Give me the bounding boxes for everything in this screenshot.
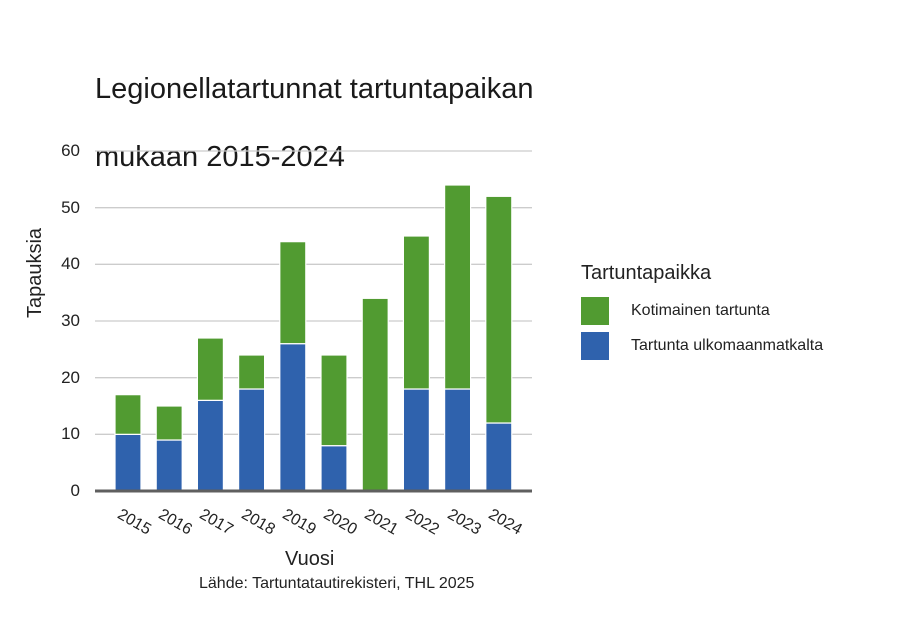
bar-segment bbox=[402, 388, 430, 492]
bar-segment bbox=[485, 422, 513, 492]
bar-segment bbox=[114, 394, 142, 435]
y-tick-label: 30 bbox=[61, 311, 80, 330]
legend-label: Tartunta ulkomaanmatkalta bbox=[631, 337, 824, 354]
bar-segment bbox=[238, 388, 266, 492]
bar-segment bbox=[196, 399, 224, 492]
legend-item-kotimainen: Kotimainen tartunta bbox=[581, 297, 770, 325]
legend-swatch-green bbox=[581, 297, 609, 325]
legend-label: Kotimainen tartunta bbox=[631, 302, 770, 319]
y-axis-label: Tapauksia bbox=[24, 227, 46, 318]
bar-segment bbox=[155, 439, 183, 492]
bar-segment bbox=[402, 235, 430, 390]
y-tick-label: 50 bbox=[61, 197, 80, 217]
legend-swatch-blue bbox=[581, 332, 609, 360]
bar-segment bbox=[320, 354, 348, 447]
source-note: Lähde: Tartuntatautirekisteri, THL 2025 bbox=[199, 575, 475, 592]
x-axis-label: Vuosi bbox=[285, 548, 335, 570]
chart-title-line-1: Legionellatartunnat tartuntapaikan bbox=[95, 73, 534, 105]
legend-title: Tartuntapaikka bbox=[581, 262, 712, 284]
bar-segment bbox=[279, 343, 307, 492]
bar-segment bbox=[196, 337, 224, 401]
bar-segment bbox=[485, 195, 513, 424]
chart-title: Legionellatartunnat tartuntapaikan mukaa… bbox=[95, 38, 534, 208]
y-tick-label: 10 bbox=[61, 424, 80, 444]
y-tick-label: 40 bbox=[61, 254, 80, 274]
y-tick-label: 0 bbox=[70, 481, 80, 500]
y-tick-label: 20 bbox=[61, 367, 80, 387]
legend-item-ulkomaan: Tartunta ulkomaanmatkalta bbox=[581, 332, 823, 360]
bar-segment bbox=[361, 297, 389, 492]
bars bbox=[114, 184, 513, 492]
y-tick-label: 60 bbox=[61, 141, 80, 160]
bar-segment bbox=[114, 433, 142, 492]
bar-segment bbox=[444, 184, 472, 390]
chart-title-line-2: mukaan 2015-2024 bbox=[95, 141, 345, 173]
bar-segment bbox=[155, 405, 183, 441]
bar-segment bbox=[238, 354, 266, 390]
bar-segment bbox=[320, 445, 348, 492]
bar-segment bbox=[279, 241, 307, 345]
bar-segment bbox=[444, 388, 472, 492]
